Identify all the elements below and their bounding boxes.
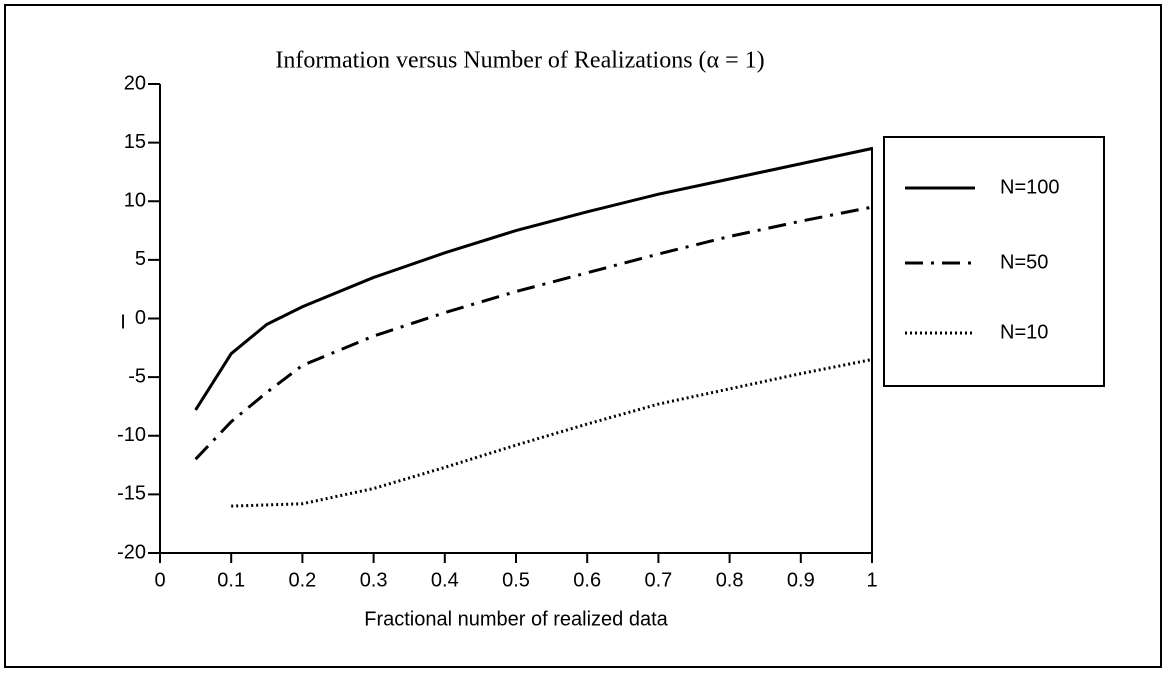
chart-title: Information versus Number of Realization… <box>275 48 764 74</box>
y-tick-label: 5 <box>135 248 146 270</box>
series-line <box>194 147 873 411</box>
x-tick-label: 0.6 <box>573 569 601 591</box>
x-tick-label: 0.9 <box>787 569 815 591</box>
y-tick-label: 10 <box>124 190 146 212</box>
x-tick-label: 0.2 <box>288 569 316 591</box>
series-line <box>194 205 873 461</box>
legend-box <box>883 136 1105 387</box>
x-axis-label: Fractional number of realized data <box>364 608 668 630</box>
frame <box>4 4 1162 668</box>
legend-label: N=100 <box>1000 176 1060 198</box>
series-line <box>231 358 873 508</box>
legend-label: N=10 <box>1000 321 1048 343</box>
x-tick-label: 0.7 <box>644 569 672 591</box>
x-tick-label: 0 <box>154 569 165 591</box>
y-tick-label: 15 <box>124 131 146 153</box>
y-tick-label: 0 <box>135 307 146 329</box>
x-tick-label: 0.4 <box>431 569 459 591</box>
y-tick-label: -5 <box>128 365 146 387</box>
x-tick-label: 0.3 <box>360 569 388 591</box>
x-tick-label: 1 <box>866 569 877 591</box>
x-tick-label: 0.5 <box>502 569 530 591</box>
y-axis-label: I <box>120 311 126 333</box>
x-tick-label: 0.1 <box>217 569 245 591</box>
y-tick-label: -15 <box>117 483 146 505</box>
y-tick-label: 20 <box>124 72 146 94</box>
y-tick-label: -20 <box>117 541 146 563</box>
legend-label: N=50 <box>1000 251 1048 273</box>
y-tick-label: -10 <box>117 424 146 446</box>
x-tick-label: 0.8 <box>716 569 744 591</box>
